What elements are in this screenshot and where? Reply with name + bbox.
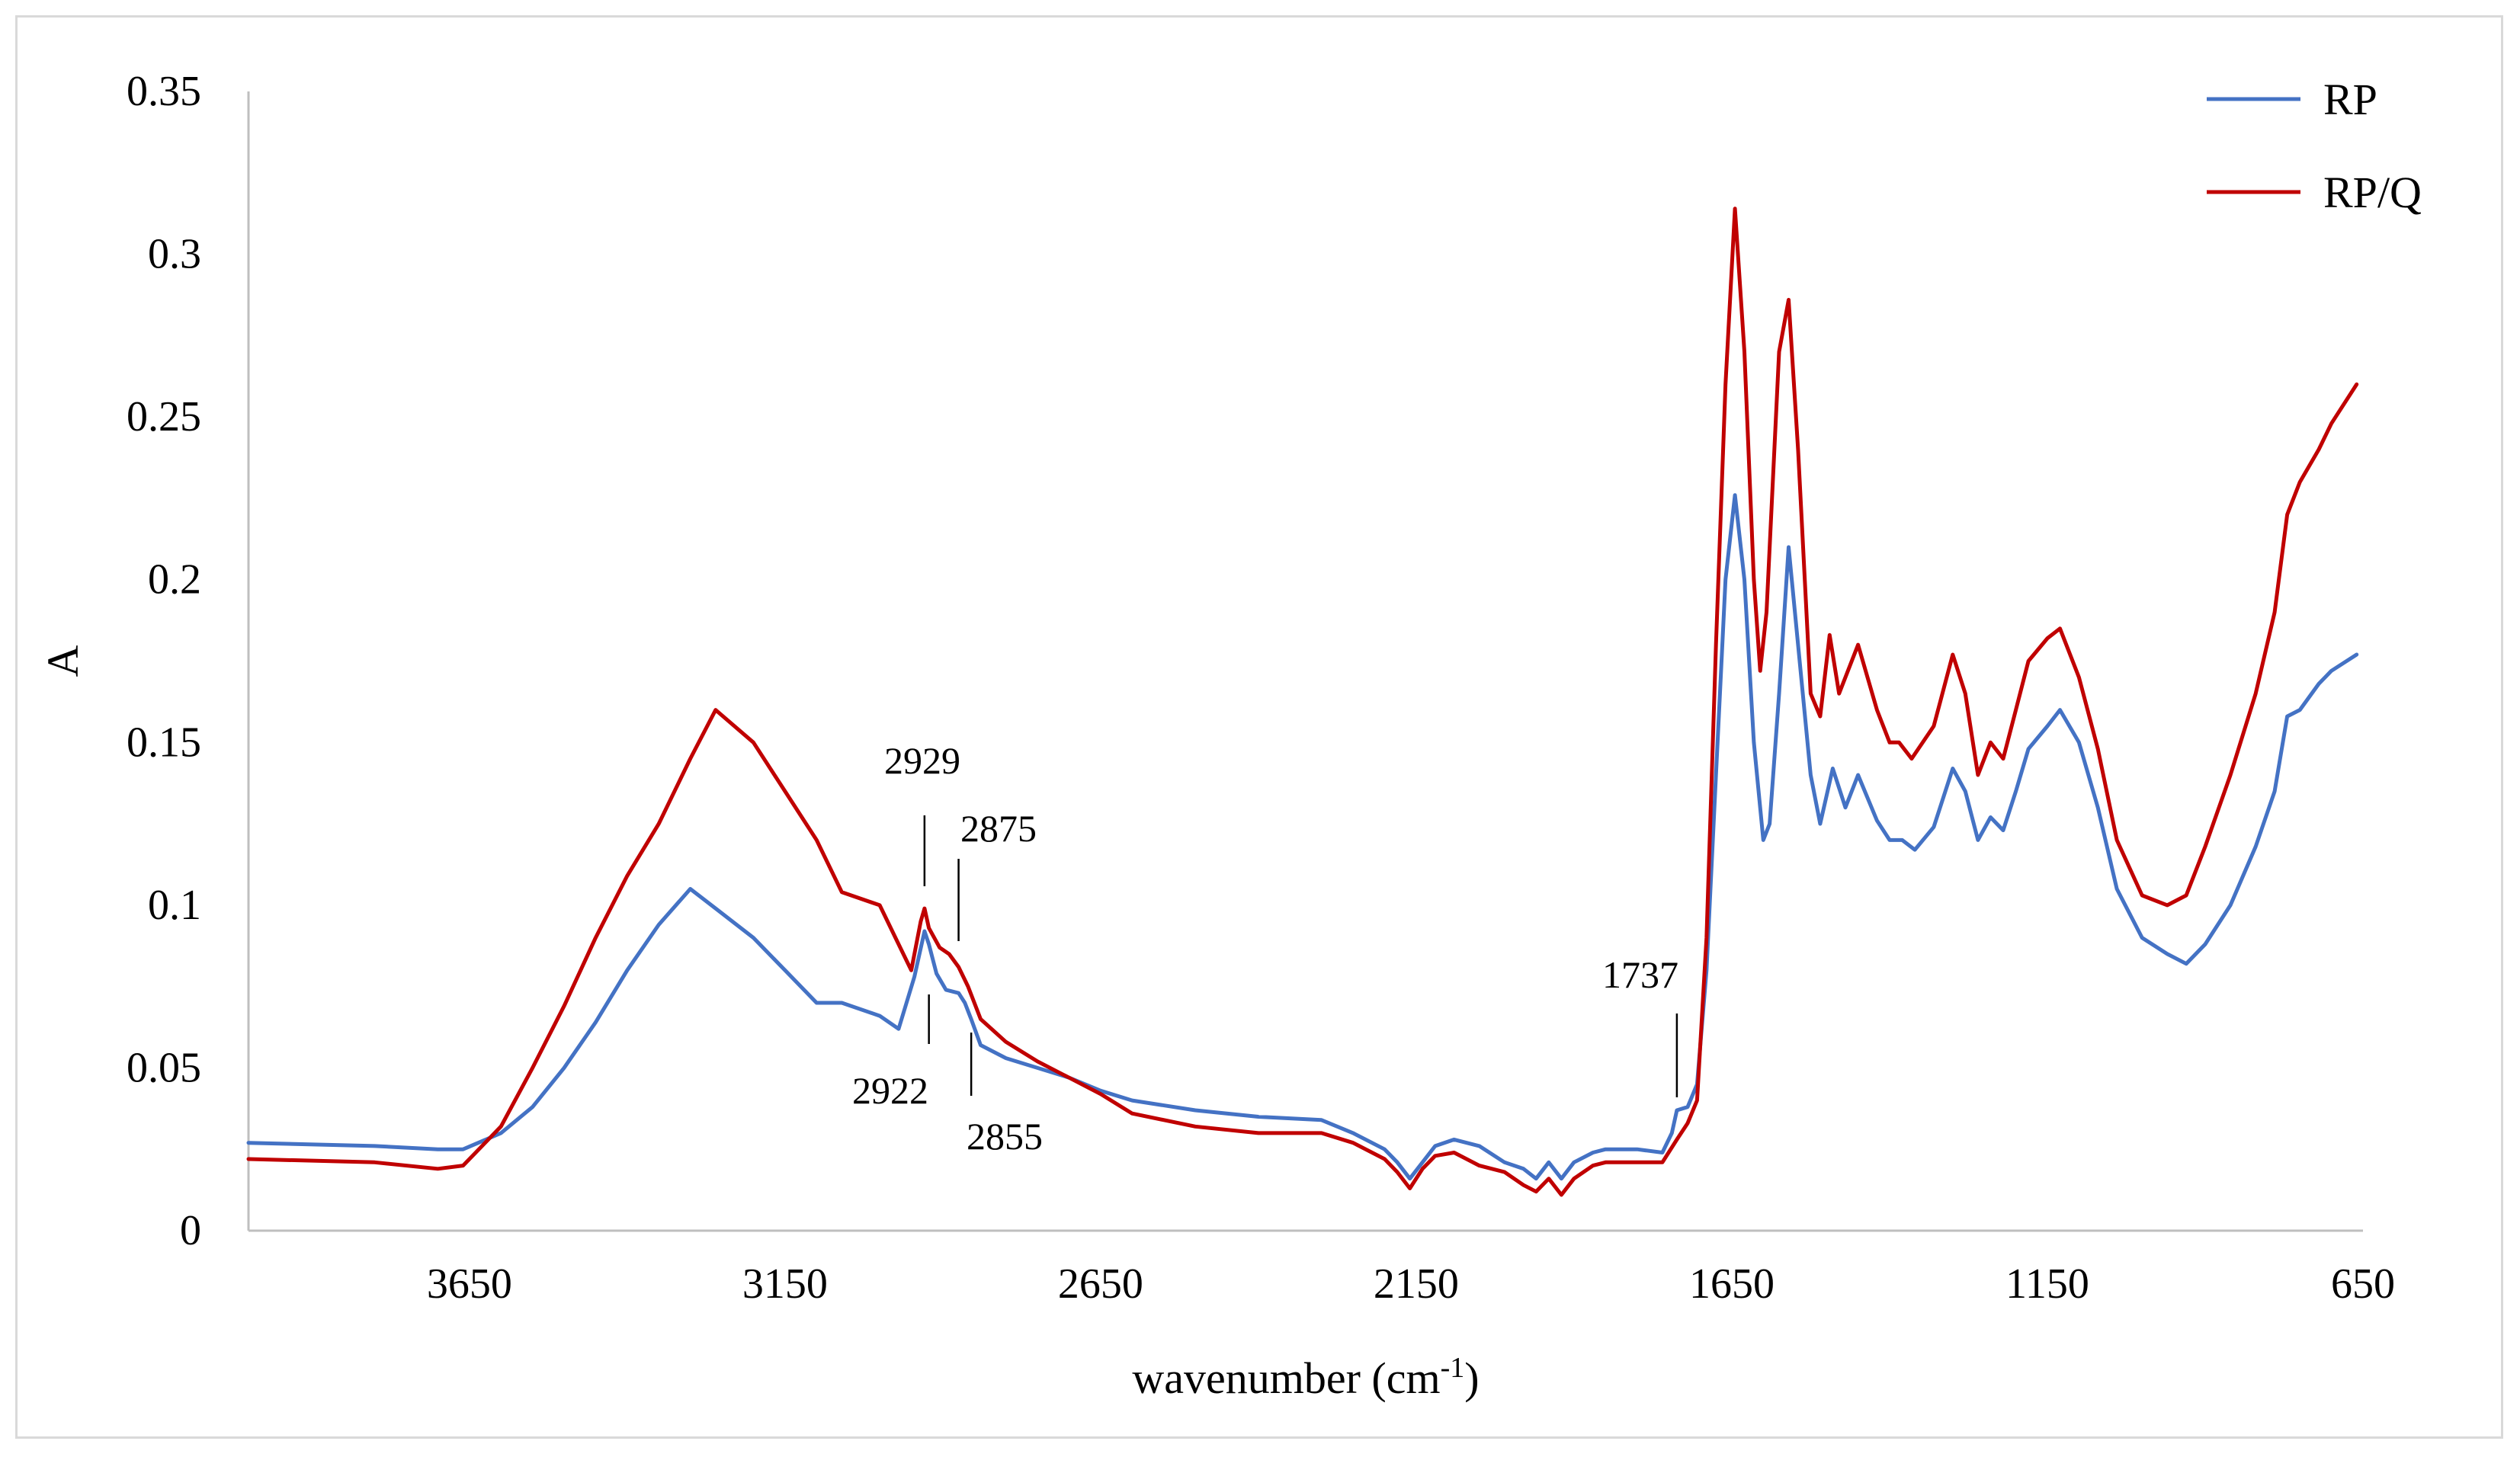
y-tick-label: 0.2 [148, 556, 201, 604]
y-tick-labels: 0 0.05 0.1 0.15 0.2 0.25 0.3 0.35 [127, 68, 201, 1254]
x-axis-title-main: wavenumber (cm [1132, 1353, 1440, 1403]
x-tick-label: 3650 [427, 1260, 512, 1308]
annotation-label: 2922 [852, 1069, 928, 1112]
annotation-label: 2855 [967, 1115, 1043, 1158]
x-tick-label: 2650 [1058, 1260, 1143, 1308]
chart-frame [15, 15, 2503, 1439]
legend-label: RP/Q [2323, 168, 2422, 217]
y-tick-label: 0.35 [127, 68, 201, 115]
annotation-label: 2875 [960, 807, 1037, 850]
x-axis-title: wavenumber (cm-1) [1132, 1352, 1479, 1403]
y-tick-label: 0.1 [148, 882, 201, 929]
legend: RP RP/Q [2207, 75, 2422, 217]
y-tick-label: 0.3 [148, 231, 201, 278]
x-tick-label: 3150 [742, 1260, 828, 1308]
x-tick-label: 650 [2331, 1260, 2395, 1308]
annotation-label: 1737 [1602, 953, 1678, 996]
x-tick-label: 2150 [1374, 1260, 1459, 1308]
x-tick-label: 1150 [2005, 1260, 2089, 1308]
series-line-rp-q [246, 207, 2359, 1197]
x-axis-title-suffix: ) [1464, 1353, 1479, 1403]
annotation-label: 2929 [884, 739, 960, 782]
series-lines [246, 207, 2359, 1197]
x-tick-label: 1650 [1689, 1260, 1775, 1308]
x-axis-title-sup: -1 [1441, 1352, 1465, 1384]
legend-label: RP [2323, 75, 2377, 124]
y-axis-title: A [38, 645, 88, 677]
x-tick-labels: 3650 3150 2650 2150 1650 1150 650 [427, 1260, 2395, 1308]
y-tick-label: 0.05 [127, 1044, 201, 1091]
y-tick-label: 0 [180, 1207, 201, 1254]
series-line-rp [246, 493, 2359, 1181]
y-tick-label: 0.15 [127, 719, 201, 766]
y-tick-label: 0.25 [127, 393, 201, 440]
